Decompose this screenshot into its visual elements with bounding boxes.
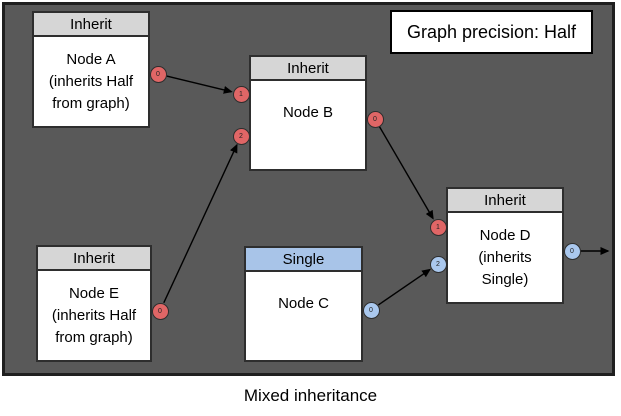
port-d-out-0: 0 bbox=[563, 242, 581, 260]
port-d-in-2: 2 bbox=[429, 255, 447, 273]
node-e-label: Node E (inherits Half from graph) bbox=[51, 284, 137, 346]
port-d-in-1: 1 bbox=[429, 218, 447, 236]
node-d-header: Inherit bbox=[448, 189, 562, 213]
edge-e-out-0-to-b-in-2 bbox=[163, 143, 238, 304]
port-e-out-0: 0 bbox=[151, 302, 169, 320]
port-b-in-1: 1 bbox=[232, 85, 250, 103]
edge-c-out-0-to-d-in-2 bbox=[378, 268, 431, 306]
diagram-caption: Mixed inheritance bbox=[243, 386, 378, 405]
node-b-label: Node B bbox=[282, 104, 334, 121]
port-a-out-0: 0 bbox=[149, 65, 167, 83]
node-c-header: Single bbox=[246, 248, 361, 272]
node-e: Inherit Node E (inherits Half from graph) bbox=[36, 245, 152, 362]
port-b-in-2: 2 bbox=[232, 127, 250, 145]
graph-precision-text: Graph precision: Half bbox=[406, 21, 577, 42]
edge-b-out-0-to-d-in-1 bbox=[378, 126, 434, 220]
node-d: Inherit Node D (inherits Single) bbox=[446, 187, 564, 304]
node-a-label: Node A (inherits Half from graph) bbox=[48, 50, 134, 112]
node-c: Single Node C bbox=[244, 246, 363, 362]
port-c-out-0: 0 bbox=[362, 301, 380, 319]
edge-a-out-0-to-b-in-1 bbox=[166, 75, 233, 94]
node-d-label: Node D (inherits Single) bbox=[478, 226, 532, 288]
node-e-header: Inherit bbox=[38, 247, 150, 271]
graph-canvas: Graph precision: Half Inherit Node A (inh… bbox=[2, 2, 615, 376]
port-b-out-0: 0 bbox=[366, 110, 384, 128]
node-a: Inherit Node A (inherits Half from graph) bbox=[32, 11, 150, 128]
graph-precision-label: Graph precision: Half bbox=[390, 10, 593, 54]
node-b-header: Inherit bbox=[251, 57, 365, 81]
node-c-label: Node C bbox=[278, 295, 329, 312]
node-a-header: Inherit bbox=[34, 13, 148, 37]
node-b: Inherit Node B bbox=[249, 55, 367, 171]
